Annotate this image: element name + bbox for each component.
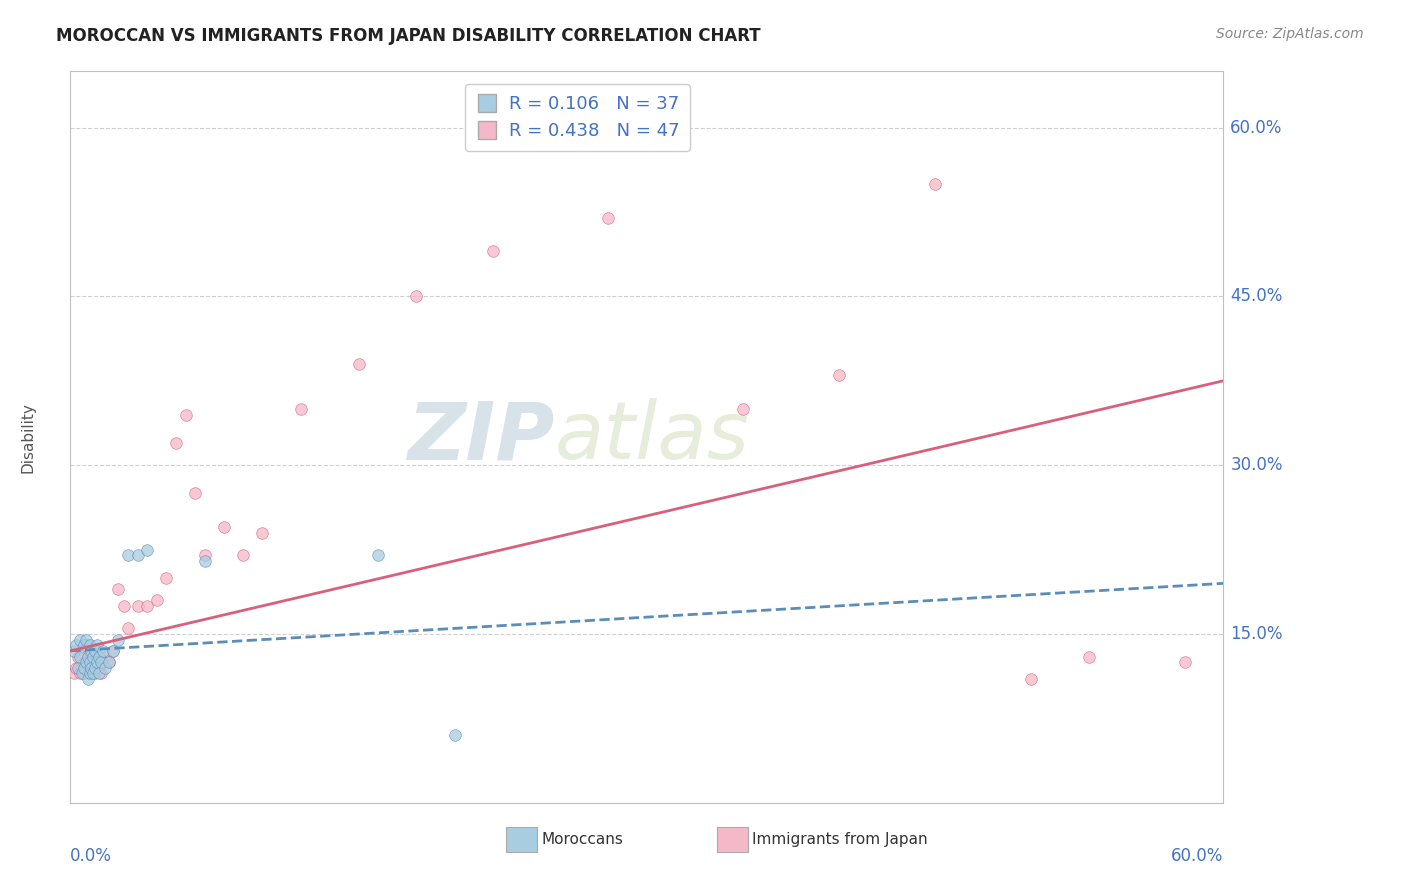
Point [80, 661, 103, 675]
Text: Source: ZipAtlas.com: Source: ZipAtlas.com [1216, 27, 1364, 41]
Point [136, 599, 159, 613]
Point [347, 357, 370, 371]
Point [94, 661, 117, 675]
Point [174, 408, 197, 422]
Text: 60.0%: 60.0% [1230, 119, 1282, 136]
Point [63, 644, 86, 658]
Point [69, 649, 91, 664]
Point [73, 661, 96, 675]
Point [1174, 655, 1197, 669]
Point [70, 661, 93, 675]
Point [82, 655, 104, 669]
Point [184, 486, 207, 500]
Text: Disability: Disability [21, 401, 35, 473]
Point [73, 638, 96, 652]
Point [66, 661, 89, 675]
Point [146, 593, 169, 607]
Point [165, 435, 187, 450]
Point [443, 728, 465, 742]
Point [80, 644, 103, 658]
Point [1019, 672, 1042, 686]
Point [82, 666, 104, 681]
Point [84, 644, 107, 658]
Point [79, 666, 101, 681]
Point [1077, 649, 1099, 664]
Point [367, 548, 389, 562]
Text: 0.0%: 0.0% [70, 847, 112, 864]
Point [75, 655, 97, 669]
Point [101, 644, 124, 658]
Text: 60.0%: 60.0% [1171, 847, 1223, 864]
Point [194, 554, 217, 568]
Point [65, 638, 87, 652]
Point [66, 649, 89, 664]
Point [76, 672, 98, 686]
Point [290, 401, 312, 416]
Point [75, 638, 97, 652]
Point [94, 649, 117, 664]
Point [84, 666, 107, 681]
Point [598, 211, 620, 225]
Point [731, 401, 754, 416]
Point [101, 644, 124, 658]
Point [90, 655, 112, 669]
Text: 30.0%: 30.0% [1230, 456, 1282, 475]
Text: ZIP: ZIP [408, 398, 554, 476]
Text: MOROCCAN VS IMMIGRANTS FROM JAPAN DISABILITY CORRELATION CHART: MOROCCAN VS IMMIGRANTS FROM JAPAN DISABI… [56, 27, 761, 45]
Point [232, 548, 254, 562]
Point [91, 644, 114, 658]
Point [86, 655, 108, 669]
Point [86, 638, 108, 652]
Point [127, 599, 149, 613]
Point [117, 621, 139, 635]
Point [73, 666, 96, 681]
Point [69, 666, 91, 681]
Point [75, 632, 97, 647]
Point [212, 520, 235, 534]
Point [405, 289, 427, 303]
Point [73, 655, 96, 669]
Text: atlas: atlas [554, 398, 749, 476]
Point [97, 655, 120, 669]
Point [924, 177, 946, 191]
Point [76, 649, 98, 664]
Point [482, 244, 505, 259]
Point [90, 666, 112, 681]
Point [117, 548, 139, 562]
Text: 45.0%: 45.0% [1230, 287, 1282, 305]
Text: Moroccans: Moroccans [541, 832, 623, 847]
Point [79, 655, 101, 669]
Point [79, 655, 101, 669]
Point [252, 525, 274, 540]
Point [70, 666, 93, 681]
Point [69, 632, 91, 647]
Point [194, 548, 217, 562]
Text: 15.0%: 15.0% [1230, 625, 1282, 643]
Point [80, 661, 103, 675]
Point [76, 666, 98, 681]
Point [87, 661, 110, 675]
Point [127, 548, 149, 562]
Point [65, 661, 87, 675]
Point [75, 655, 97, 669]
Legend: R = 0.106   N = 37, R = 0.438   N = 47: R = 0.106 N = 37, R = 0.438 N = 47 [465, 84, 690, 151]
Point [112, 599, 135, 613]
Point [76, 649, 98, 664]
Point [87, 666, 110, 681]
Point [107, 632, 129, 647]
Point [79, 638, 101, 652]
Text: Immigrants from Japan: Immigrants from Japan [752, 832, 928, 847]
Point [82, 649, 104, 664]
Point [84, 661, 107, 675]
Point [63, 666, 86, 681]
Point [79, 644, 101, 658]
Point [828, 368, 851, 383]
Point [87, 649, 110, 664]
Point [86, 649, 108, 664]
Point [136, 542, 159, 557]
Point [107, 582, 129, 596]
Point [155, 571, 177, 585]
Point [97, 655, 120, 669]
